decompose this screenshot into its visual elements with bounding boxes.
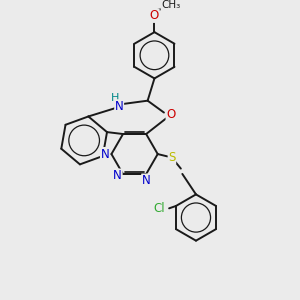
Text: CH₃: CH₃: [161, 1, 180, 10]
Text: S: S: [168, 151, 175, 164]
Text: N: N: [115, 100, 124, 113]
Text: N: N: [100, 148, 109, 160]
Text: N: N: [142, 174, 151, 187]
Text: H: H: [111, 93, 119, 103]
Text: Cl: Cl: [154, 202, 165, 215]
Text: O: O: [166, 107, 176, 121]
Text: N: N: [113, 169, 122, 182]
Text: O: O: [150, 9, 159, 22]
